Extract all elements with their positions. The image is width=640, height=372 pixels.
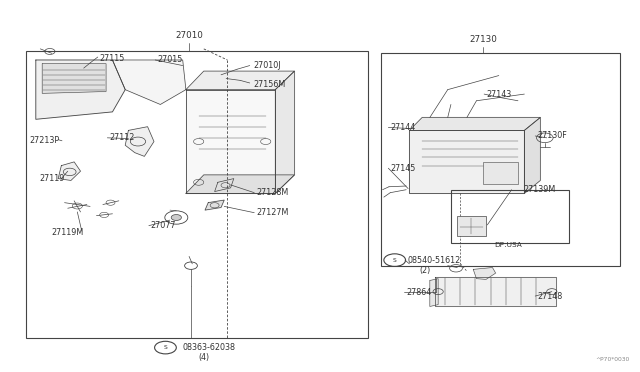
Bar — [451, 190, 569, 243]
Text: 27010: 27010 — [175, 31, 203, 39]
Circle shape — [172, 215, 181, 221]
Text: 27139M: 27139M — [523, 185, 556, 194]
Polygon shape — [42, 64, 106, 93]
Text: 27130F: 27130F — [537, 131, 567, 141]
Text: 27128M: 27128M — [256, 188, 289, 197]
Polygon shape — [430, 279, 438, 307]
Text: 27145: 27145 — [390, 164, 415, 173]
Text: 27213P: 27213P — [29, 136, 60, 145]
Bar — [458, 216, 486, 236]
Text: 27112: 27112 — [109, 133, 134, 142]
Polygon shape — [524, 118, 540, 193]
Polygon shape — [473, 267, 495, 279]
Bar — [483, 162, 518, 184]
Polygon shape — [410, 118, 540, 131]
Text: 27864: 27864 — [406, 288, 431, 297]
Text: ^P70*0030: ^P70*0030 — [595, 357, 630, 362]
Text: 08363-62038: 08363-62038 — [182, 343, 236, 352]
Text: 27119M: 27119M — [52, 228, 84, 237]
Polygon shape — [58, 162, 81, 180]
Text: 27148: 27148 — [537, 292, 563, 301]
Text: 27143: 27143 — [486, 90, 511, 99]
Text: (4): (4) — [198, 353, 210, 362]
Text: S: S — [393, 258, 397, 263]
Polygon shape — [435, 277, 556, 307]
Polygon shape — [36, 60, 125, 119]
Text: 27115: 27115 — [100, 54, 125, 62]
Polygon shape — [214, 179, 234, 192]
Text: 27015: 27015 — [157, 55, 182, 64]
Polygon shape — [186, 71, 294, 90]
Text: 27127M: 27127M — [256, 208, 289, 217]
Text: (2): (2) — [419, 266, 430, 275]
Polygon shape — [205, 200, 224, 210]
Polygon shape — [186, 90, 275, 193]
Text: 27119: 27119 — [39, 174, 65, 183]
Text: 27077: 27077 — [151, 221, 176, 230]
Polygon shape — [186, 175, 294, 193]
Text: 27010J: 27010J — [253, 61, 280, 70]
Bar — [381, 52, 620, 266]
Text: 27130: 27130 — [469, 35, 497, 44]
Text: 27156M: 27156M — [253, 80, 285, 89]
Polygon shape — [113, 60, 186, 105]
Polygon shape — [275, 71, 294, 193]
Bar — [26, 51, 368, 338]
Text: S: S — [164, 345, 167, 350]
Text: 27144: 27144 — [390, 123, 415, 132]
Text: DP:USA: DP:USA — [495, 242, 522, 248]
Polygon shape — [410, 131, 524, 193]
Polygon shape — [125, 127, 154, 156]
Text: 08540-51612: 08540-51612 — [408, 256, 461, 264]
